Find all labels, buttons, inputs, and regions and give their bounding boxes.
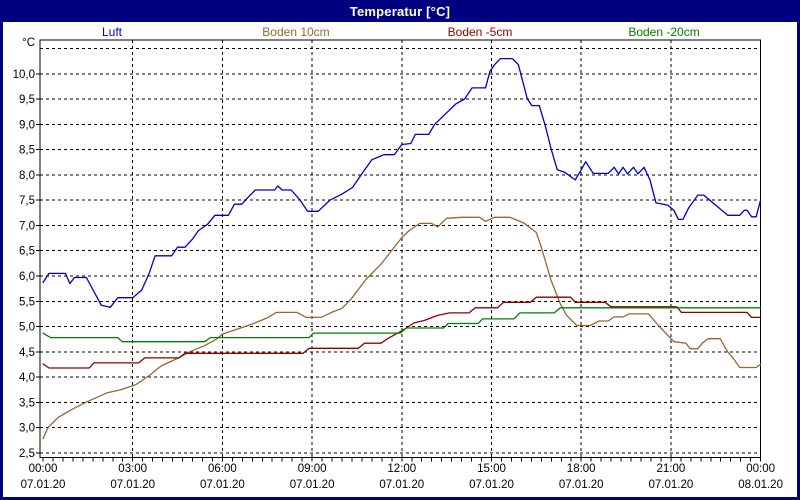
y-axis-unit-label: °C xyxy=(22,37,35,49)
legend-item-boden-5cm: Boden -5cm xyxy=(447,25,513,39)
axis-minor-ticks xyxy=(36,73,762,462)
y-tick-label: 9,5 xyxy=(19,94,35,106)
x-tick-time-label: 03:00 xyxy=(118,463,147,475)
y-tick-label: 6,0 xyxy=(19,271,35,283)
x-tick-time-label: 15:00 xyxy=(477,463,506,475)
x-tick-date-label: 08.01.20 xyxy=(738,479,783,491)
data-series xyxy=(42,57,762,440)
y-tick-label: 4,5 xyxy=(19,347,35,359)
x-tick-time-label: 00:00 xyxy=(746,463,775,475)
y-tick-label: 10,0 xyxy=(13,69,35,81)
x-tick-time-label: 06:00 xyxy=(208,463,237,475)
plot-frame xyxy=(39,39,761,458)
y-tick-label: 3,5 xyxy=(19,397,35,409)
series-line-boden-20cm xyxy=(42,307,762,343)
y-tick-label: 9,0 xyxy=(19,119,35,131)
x-tick-date-label: 07.01.20 xyxy=(379,479,424,491)
window-titlebar[interactable]: Temperatur [°C] xyxy=(0,0,800,22)
y-tick-label: 6,5 xyxy=(19,246,35,258)
legend-item-luft: Luft xyxy=(101,25,123,39)
series-line-boden-10cm xyxy=(42,216,762,440)
x-tick-date-label: 07.01.20 xyxy=(559,479,604,491)
legend-item-boden-20cm: Boden -20cm xyxy=(628,25,700,39)
series-line-boden-5cm xyxy=(42,296,762,369)
x-tick-date-label: 07.01.20 xyxy=(110,479,155,491)
x-tick-date-label: 07.01.20 xyxy=(21,479,66,491)
x-tick-time-label: 09:00 xyxy=(298,463,327,475)
x-axis-labels: 00:00 07.01.20 03:00 07.01.20 06:00 07.01.20 0… xyxy=(21,463,783,491)
y-axis-labels: 2,5 3,0 3,5 4,0 4,5 5,0 5,5 6,0 6,5 7,0 7,5 8,0 8,5 9… xyxy=(13,69,35,460)
x-tick-time-label: 21:00 xyxy=(657,463,686,475)
x-tick-time-label: 12:00 xyxy=(387,463,416,475)
y-tick-label: 5,0 xyxy=(19,322,35,334)
grid-lines xyxy=(40,40,761,458)
window-frame-bottom xyxy=(0,497,800,500)
y-tick-label: 5,5 xyxy=(19,296,35,308)
y-tick-label: 7,5 xyxy=(19,195,35,207)
y-tick-label: 8,5 xyxy=(19,145,35,157)
y-tick-label: 7,0 xyxy=(19,220,35,232)
legend-item-boden-10cm: Boden 10cm xyxy=(262,25,330,39)
y-tick-label: 4,0 xyxy=(19,372,35,384)
x-tick-time-label: 18:00 xyxy=(567,463,596,475)
y-tick-label: 3,0 xyxy=(19,423,35,435)
y-tick-label: 2,5 xyxy=(19,448,35,460)
x-tick-time-label: 00:00 xyxy=(29,463,58,475)
series-line-luft xyxy=(42,57,762,308)
window-frame-left xyxy=(0,0,3,500)
x-tick-date-label: 07.01.20 xyxy=(200,479,245,491)
window-title: Temperatur [°C] xyxy=(349,3,451,19)
window-frame-right xyxy=(797,0,800,500)
x-tick-date-label: 07.01.20 xyxy=(469,479,514,491)
x-tick-date-label: 07.01.20 xyxy=(649,479,694,491)
y-tick-label: 8,0 xyxy=(19,170,35,182)
x-tick-date-label: 07.01.20 xyxy=(290,479,335,491)
